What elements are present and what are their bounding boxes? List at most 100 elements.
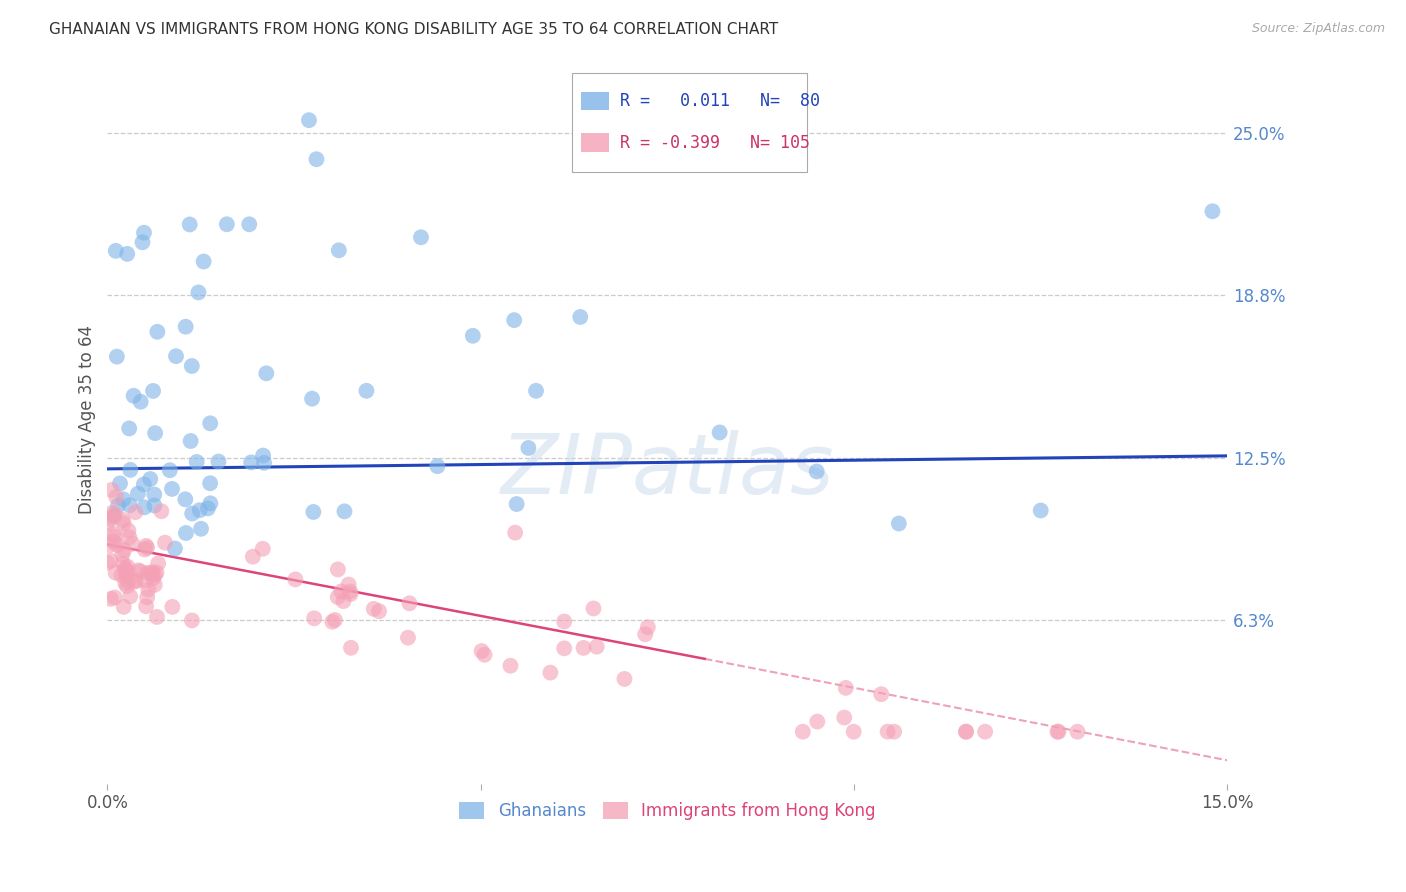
Point (582, 601, 605, 615)
Point (1066, 724, 1088, 739)
Point (105, 538, 128, 552)
Text: GHANAIAN VS IMMIGRANTS FROM HONG KONG DISABILITY AGE 35 TO 64 CORRELATION CHART: GHANAIAN VS IMMIGRANTS FROM HONG KONG DI… (49, 22, 779, 37)
Point (298, 113, 321, 128)
Point (146, 325, 169, 339)
Point (181, 507, 204, 521)
Point (302, 505, 325, 519)
Point (842, 724, 865, 739)
Point (150, 504, 173, 518)
Point (159, 463, 181, 477)
Point (254, 367, 277, 381)
Point (305, 153, 328, 167)
Point (104, 244, 127, 258)
Point (98, 538, 121, 552)
Point (1201, 204, 1223, 219)
Point (122, 574, 145, 589)
Point (121, 537, 143, 551)
Text: ZIPatlas: ZIPatlas (501, 430, 834, 511)
Point (145, 566, 167, 580)
Legend: Ghanaians, Immigrants from Hong Kong: Ghanaians, Immigrants from Hong Kong (453, 795, 882, 826)
Point (96, 556, 118, 570)
Point (136, 566, 159, 580)
Point (200, 417, 222, 431)
Point (100, 554, 122, 568)
Point (197, 501, 219, 516)
Point (143, 568, 166, 582)
Point (122, 389, 145, 403)
Point (207, 454, 229, 468)
Point (181, 614, 204, 628)
Point (503, 525, 526, 540)
Point (870, 687, 893, 701)
Point (709, 425, 731, 440)
Point (215, 217, 238, 231)
Point (368, 604, 391, 618)
Point (396, 631, 419, 645)
FancyBboxPatch shape (581, 134, 609, 152)
Point (363, 602, 385, 616)
Point (160, 482, 183, 496)
Point (252, 449, 274, 463)
Point (193, 254, 215, 268)
Point (108, 476, 131, 491)
Point (253, 456, 276, 470)
Point (129, 564, 152, 578)
Point (100, 483, 122, 497)
Point (105, 350, 128, 364)
Point (471, 644, 494, 658)
Point (112, 543, 135, 558)
Point (118, 498, 141, 512)
Point (321, 615, 343, 629)
Point (117, 559, 139, 574)
Point (135, 599, 157, 614)
Point (301, 392, 323, 406)
Point (141, 566, 163, 581)
Point (198, 476, 221, 491)
Point (117, 524, 139, 538)
Point (104, 507, 127, 521)
Point (190, 522, 212, 536)
Point (426, 459, 449, 474)
Point (356, 384, 378, 398)
Point (111, 513, 134, 527)
Point (134, 542, 156, 557)
Point (153, 535, 176, 549)
Point (112, 599, 135, 614)
Text: Source: ZipAtlas.com: Source: ZipAtlas.com (1251, 22, 1385, 36)
FancyBboxPatch shape (581, 92, 609, 110)
Point (101, 506, 124, 520)
Point (187, 285, 209, 300)
Point (499, 658, 522, 673)
Point (572, 640, 595, 655)
Point (634, 627, 657, 641)
Point (240, 455, 263, 469)
Point (883, 724, 905, 739)
Point (141, 565, 163, 579)
Point (339, 587, 361, 601)
Point (1029, 503, 1052, 517)
Point (524, 384, 547, 398)
Point (974, 724, 997, 739)
Point (180, 359, 202, 373)
Point (835, 681, 858, 695)
Point (474, 648, 496, 662)
Point (120, 590, 142, 604)
Point (110, 568, 132, 582)
Point (115, 569, 138, 583)
Point (104, 566, 127, 580)
Point (806, 714, 828, 729)
Point (132, 477, 155, 491)
Point (174, 492, 197, 507)
Point (200, 496, 222, 510)
Point (330, 584, 353, 599)
Point (538, 665, 561, 680)
Point (326, 562, 349, 576)
Point (120, 463, 142, 477)
Point (112, 492, 135, 507)
Point (107, 499, 129, 513)
Point (112, 516, 135, 531)
Point (136, 591, 159, 605)
Point (143, 578, 166, 592)
Point (505, 497, 527, 511)
Point (127, 486, 149, 500)
